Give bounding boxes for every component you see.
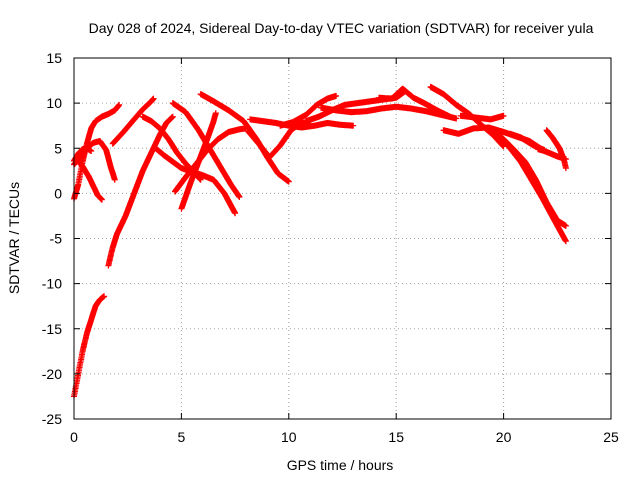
data-point-markers — [71, 293, 108, 400]
series-arc-6 — [105, 113, 176, 269]
x-tick-label: 5 — [178, 429, 186, 445]
x-axis-label: GPS time / hours — [287, 457, 394, 473]
y-tick-label: 15 — [46, 50, 62, 66]
chart-title: Day 028 of 2024, Sidereal Day-to-day VTE… — [89, 20, 594, 36]
series-arc-22 — [457, 112, 507, 123]
y-tick-label: -10 — [42, 276, 62, 292]
x-tick-label: 0 — [70, 429, 78, 445]
data-point-markers — [440, 124, 544, 152]
y-tick-label: -15 — [42, 321, 62, 337]
data-point-markers — [152, 145, 239, 217]
y-axis-label: SDTVAR / TECUs — [6, 182, 22, 294]
data-point-markers — [197, 91, 292, 185]
data-point-markers — [535, 146, 569, 163]
x-tick-label: 10 — [281, 429, 297, 445]
y-tick-label: -20 — [42, 366, 62, 382]
data-markers — [71, 83, 569, 400]
data-point-markers — [105, 113, 176, 269]
y-tick-label: -5 — [50, 231, 63, 247]
series-arc-13 — [197, 91, 292, 185]
series-arc-21 — [440, 124, 544, 152]
x-tick-label: 20 — [496, 429, 512, 445]
series-arc-1 — [71, 293, 108, 400]
x-tick-label: 15 — [388, 429, 404, 445]
series-arc-12 — [172, 125, 249, 195]
data-point-markers — [277, 92, 340, 129]
data-point-markers — [457, 112, 507, 123]
y-axis-ticks: -25 -20 -15 -10 -5 0 5 10 15 — [42, 50, 611, 427]
series-arc-24 — [496, 131, 569, 245]
series-arc-19 — [376, 85, 453, 120]
y-tick-label: 0 — [54, 185, 62, 201]
series-arc-16 — [277, 92, 340, 129]
series-arc-7 — [109, 95, 157, 147]
x-tick-label: 25 — [603, 429, 619, 445]
y-tick-label: -25 — [42, 411, 62, 427]
y-tick-label: 5 — [54, 140, 62, 156]
x-axis-ticks: 0 5 10 15 20 25 — [70, 58, 619, 445]
data-point-markers — [109, 95, 157, 147]
y-tick-label: 10 — [46, 95, 62, 111]
series-arc-27 — [535, 146, 569, 163]
data-point-markers — [376, 85, 453, 120]
data-point-markers — [496, 131, 569, 245]
data-point-markers — [172, 125, 249, 195]
series-arc-9 — [152, 145, 239, 217]
